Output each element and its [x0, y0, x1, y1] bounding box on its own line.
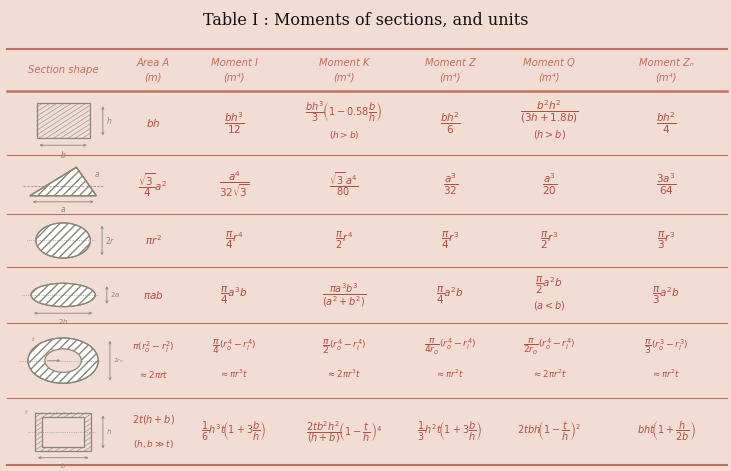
Text: $\dfrac{\pi}{4r_o}(r_o^4-r_i^4)$: $\dfrac{\pi}{4r_o}(r_o^4-r_i^4)$: [424, 337, 476, 357]
Text: $2t(h+b)$: $2t(h+b)$: [132, 413, 175, 426]
Text: $\dfrac{bh^2}{6}$: $\dfrac{bh^2}{6}$: [440, 111, 461, 136]
Text: $\dfrac{bh^2}{4}$: $\dfrac{bh^2}{4}$: [656, 111, 677, 136]
Text: $\pi r^2$: $\pi r^2$: [145, 234, 162, 247]
Text: $\approx\pi r^2t$: $\approx\pi r^2t$: [651, 368, 681, 381]
Text: (m⁴): (m⁴): [539, 73, 560, 83]
Bar: [42, 417, 85, 447]
Text: $bht\!\left(1+\dfrac{h}{2b}\right)$: $bht\!\left(1+\dfrac{h}{2b}\right)$: [637, 420, 695, 443]
Text: $\dfrac{3a^3}{64}$: $\dfrac{3a^3}{64}$: [656, 172, 676, 197]
Bar: [35, 413, 91, 451]
Text: Moment Zₙ: Moment Zₙ: [639, 58, 694, 68]
Text: $\dfrac{\pi}{4}r^3$: $\dfrac{\pi}{4}r^3$: [441, 230, 460, 251]
Text: (m⁴): (m⁴): [656, 73, 677, 83]
Text: $b$: $b$: [60, 148, 67, 160]
Text: $\dfrac{\pi}{3}r^3$: $\dfrac{\pi}{3}r^3$: [656, 230, 675, 251]
Text: $a$: $a$: [94, 170, 100, 179]
Text: Table I : Moments of sections, and units: Table I : Moments of sections, and units: [202, 12, 529, 29]
Text: $2r_o$: $2r_o$: [113, 356, 124, 365]
Text: (m⁴): (m⁴): [224, 73, 245, 83]
Text: $\approx 2\pi rt$: $\approx 2\pi rt$: [138, 369, 168, 380]
Text: $\pi(r_o^2-r_i^2)$: $\pi(r_o^2-r_i^2)$: [132, 340, 175, 355]
Text: $\dfrac{2tb^2h^2}{(h+b)}\!\left(1-\dfrac{t}{h}\right)^4$: $\dfrac{2tb^2h^2}{(h+b)}\!\left(1-\dfrac…: [306, 419, 382, 445]
Text: Moment K: Moment K: [319, 58, 369, 68]
Text: $\dfrac{\pi}{2}(r_o^4-r_i^4)$: $\dfrac{\pi}{2}(r_o^4-r_i^4)$: [322, 338, 366, 357]
Text: $\approx 2\pi r^3t$: $\approx 2\pi r^3t$: [326, 368, 361, 381]
Text: $\dfrac{a^3}{32}$: $\dfrac{a^3}{32}$: [442, 172, 458, 197]
Text: $\dfrac{\pi}{3}(r_o^3-r_i^3)$: $\dfrac{\pi}{3}(r_o^3-r_i^3)$: [644, 338, 689, 357]
Text: $2tbh\!\left(1-\dfrac{t}{h}\right)^2$: $2tbh\!\left(1-\dfrac{t}{h}\right)^2$: [518, 420, 581, 443]
Circle shape: [28, 338, 98, 383]
Text: $h$: $h$: [106, 115, 112, 126]
Text: $bh$: $bh$: [146, 117, 160, 129]
Text: $a$: $a$: [60, 205, 67, 214]
Text: $b$: $b$: [60, 461, 67, 470]
Text: Area A: Area A: [137, 58, 170, 68]
Circle shape: [36, 223, 91, 258]
Text: $\approx 2\pi r^2t$: $\approx 2\pi r^2t$: [531, 368, 567, 381]
Text: $\dfrac{\sqrt{3}\,a^4}{80}$: $\dfrac{\sqrt{3}\,a^4}{80}$: [329, 171, 359, 198]
Text: Moment Q: Moment Q: [523, 58, 575, 68]
Text: $h$: $h$: [106, 427, 112, 436]
Text: $2r_i$: $2r_i$: [49, 347, 58, 356]
Text: $\dfrac{bh^3}{12}$: $\dfrac{bh^3}{12}$: [224, 111, 245, 136]
Polygon shape: [30, 167, 96, 196]
Text: $\dfrac{\pi}{2r_o}(r_o^4-r_i^4)$: $\dfrac{\pi}{2r_o}(r_o^4-r_i^4)$: [523, 337, 575, 357]
Text: $\approx\pi r^3t$: $\approx\pi r^3t$: [219, 368, 249, 381]
Text: $2r$: $2r$: [105, 235, 115, 246]
Circle shape: [45, 349, 81, 373]
Text: $\dfrac{1}{3}h^2t\!\left(1+3\dfrac{b}{h}\right)$: $\dfrac{1}{3}h^2t\!\left(1+3\dfrac{b}{h}…: [417, 420, 483, 443]
Text: (m⁴): (m⁴): [333, 73, 355, 83]
Text: $\dfrac{\pi}{2}r^3$: $\dfrac{\pi}{2}r^3$: [539, 230, 558, 251]
Text: $\dfrac{\pi}{4}r^4$: $\dfrac{\pi}{4}r^4$: [224, 230, 243, 251]
Text: $\dfrac{\pi}{3}a^2b$: $\dfrac{\pi}{3}a^2b$: [652, 284, 680, 306]
Text: $\dfrac{\pi}{2}r^4$: $\dfrac{\pi}{2}r^4$: [335, 230, 353, 251]
Text: $\dfrac{\pi}{2}a^2b$: $\dfrac{\pi}{2}a^2b$: [535, 274, 563, 295]
Text: $\pi ab$: $\pi ab$: [143, 289, 164, 301]
Text: Moment I: Moment I: [211, 58, 257, 68]
Text: $\dfrac{\pi}{4}(r_o^4-r_i^4)$: $\dfrac{\pi}{4}(r_o^4-r_i^4)$: [212, 338, 257, 357]
Text: $\dfrac{1}{6}h^3t\!\left(1+3\dfrac{b}{h}\right)$: $\dfrac{1}{6}h^3t\!\left(1+3\dfrac{b}{h}…: [202, 420, 267, 443]
Text: $\approx\pi r^2t$: $\approx\pi r^2t$: [436, 368, 465, 381]
Text: $\dfrac{bh^3}{3}\!\left(1-0.58\dfrac{b}{h}\right)$: $\dfrac{bh^3}{3}\!\left(1-0.58\dfrac{b}{…: [306, 99, 382, 124]
Text: $\dfrac{\pi}{4}a^2b$: $\dfrac{\pi}{4}a^2b$: [436, 284, 464, 306]
Text: $\dfrac{a^3}{20}$: $\dfrac{a^3}{20}$: [542, 172, 557, 197]
Text: $\dfrac{\pi a^3b^3}{(a^2+b^2)}$: $\dfrac{\pi a^3b^3}{(a^2+b^2)}$: [322, 281, 366, 309]
Text: (m): (m): [144, 73, 162, 83]
Text: $(h>b)$: $(h>b)$: [533, 128, 566, 141]
Text: $2b$: $2b$: [58, 317, 69, 326]
Text: Moment Z: Moment Z: [425, 58, 476, 68]
Text: $(a<b)$: $(a<b)$: [533, 299, 566, 311]
Text: $t$: $t$: [31, 335, 36, 343]
Text: Section shape: Section shape: [28, 65, 99, 75]
Ellipse shape: [31, 283, 95, 307]
Text: $\dfrac{b^2h^2}{(3h+1.8b)}$: $\dfrac{b^2h^2}{(3h+1.8b)}$: [520, 98, 578, 125]
Text: $(h,b\gg t)$: $(h,b\gg t)$: [133, 438, 173, 450]
Bar: [37, 104, 90, 138]
Text: (m⁴): (m⁴): [439, 73, 461, 83]
Text: $\dfrac{\pi}{4}a^3b$: $\dfrac{\pi}{4}a^3b$: [220, 284, 248, 306]
Text: $t$: $t$: [25, 407, 29, 415]
Text: $(h>b)$: $(h>b)$: [328, 129, 359, 141]
Text: $\dfrac{\sqrt{3}}{4}a^2$: $\dfrac{\sqrt{3}}{4}a^2$: [138, 171, 168, 199]
Text: $\dfrac{a^4}{32\sqrt{3}}$: $\dfrac{a^4}{32\sqrt{3}}$: [219, 170, 249, 200]
Text: $2a$: $2a$: [110, 291, 120, 300]
